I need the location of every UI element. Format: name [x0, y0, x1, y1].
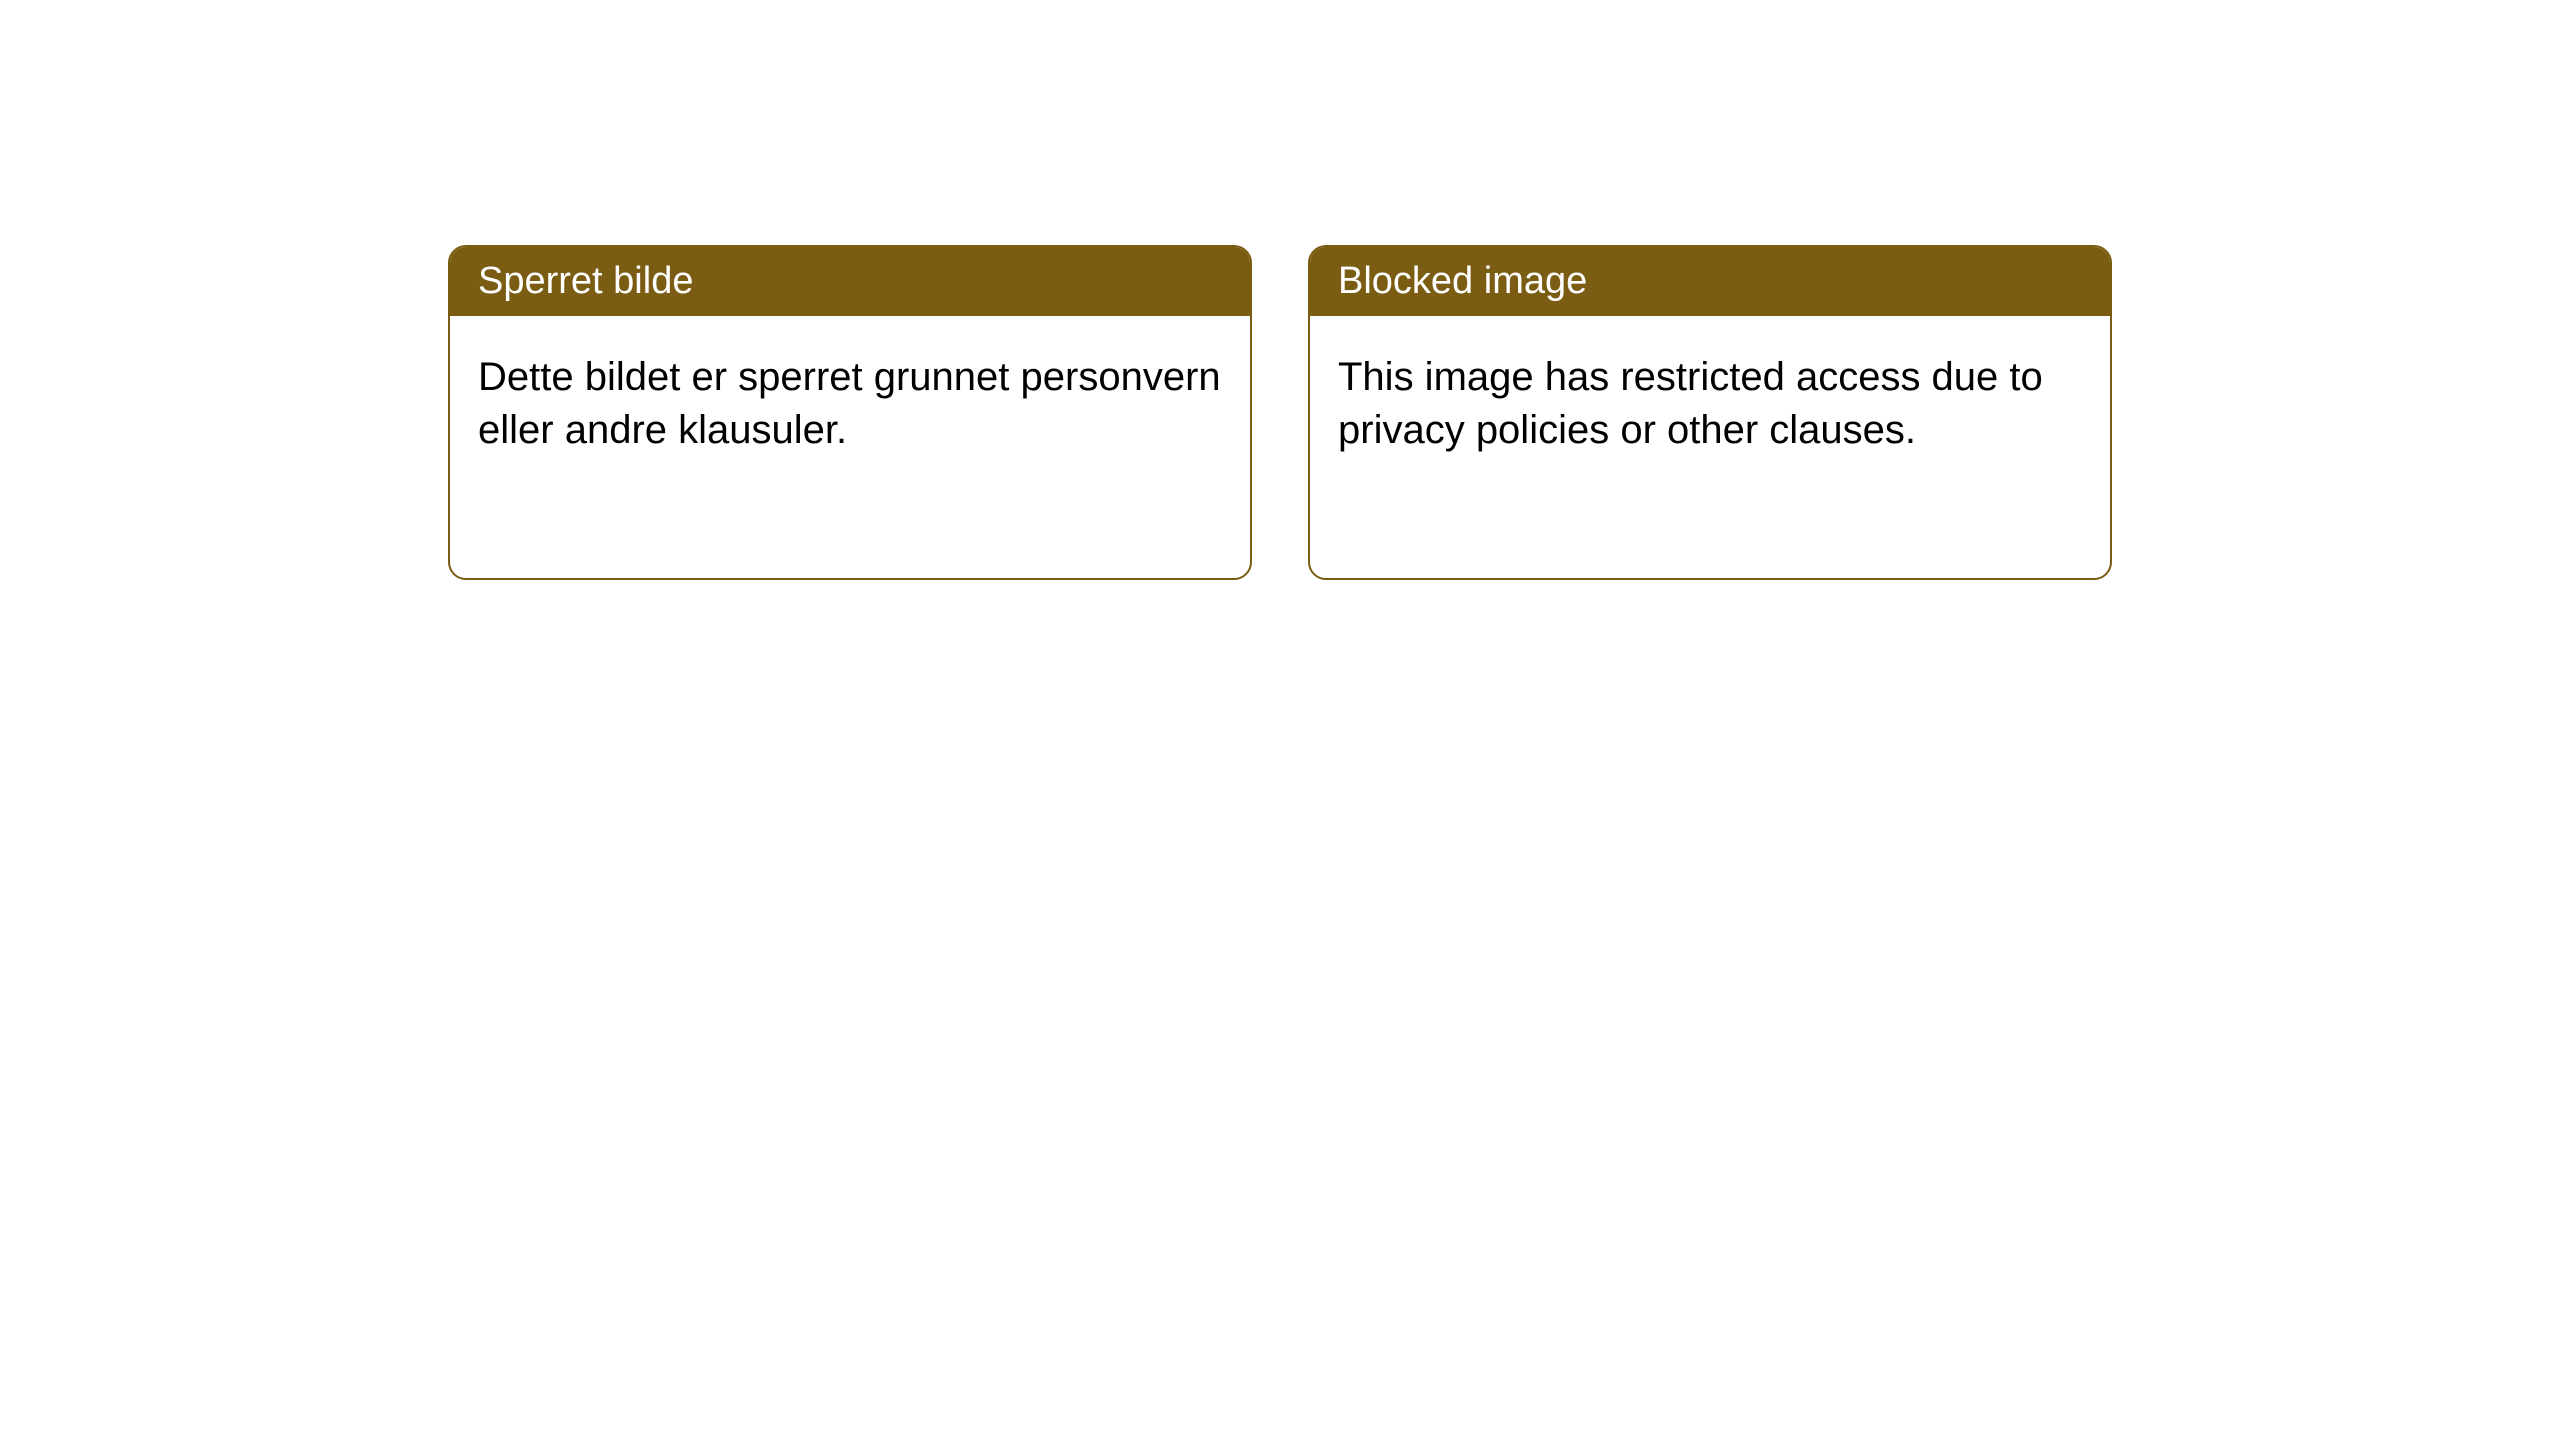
card-body-text: This image has restricted access due to …	[1338, 355, 2043, 452]
card-body: Dette bildet er sperret grunnet personve…	[450, 316, 1250, 492]
notice-card-norwegian: Sperret bilde Dette bildet er sperret gr…	[448, 245, 1252, 580]
notice-card-english: Blocked image This image has restricted …	[1308, 245, 2112, 580]
notice-container: Sperret bilde Dette bildet er sperret gr…	[0, 0, 2560, 580]
card-header: Blocked image	[1310, 247, 2110, 316]
card-title: Sperret bilde	[478, 260, 693, 302]
card-header: Sperret bilde	[450, 247, 1250, 316]
card-title: Blocked image	[1338, 260, 1587, 302]
card-body: This image has restricted access due to …	[1310, 316, 2110, 492]
card-body-text: Dette bildet er sperret grunnet personve…	[478, 355, 1221, 452]
